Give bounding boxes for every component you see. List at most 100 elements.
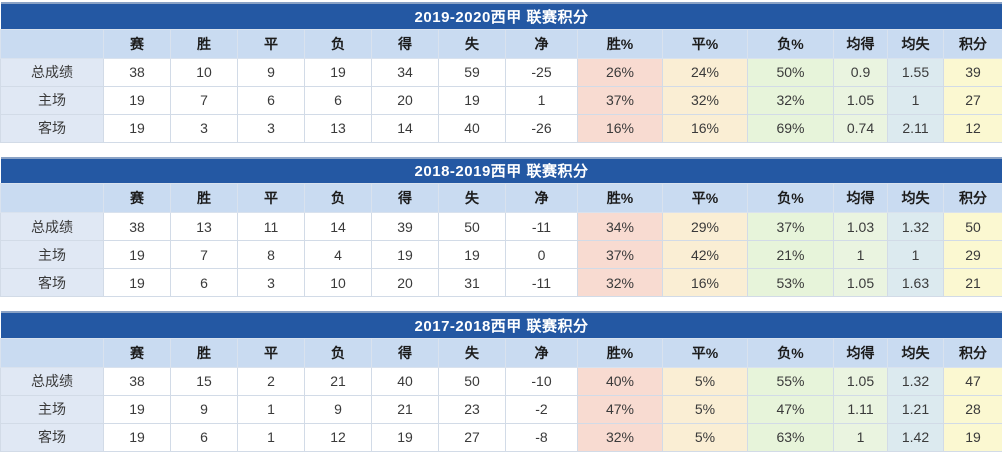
cell-col-draws: 11 <box>238 213 305 241</box>
header-col-points: 积分 <box>944 184 1002 213</box>
header-col-losses: 负 <box>305 338 372 367</box>
cell-col-points: 28 <box>944 395 1002 423</box>
cell-col-matches: 19 <box>104 241 171 269</box>
cell-col-points: 27 <box>944 86 1002 114</box>
cell-col-loss-pct: 47% <box>748 395 834 423</box>
cell-col-avg-for: 1 <box>834 423 888 451</box>
cell-col-goal-diff: -10 <box>506 367 578 395</box>
header-col-goals-against: 失 <box>439 338 506 367</box>
cell-col-wins: 7 <box>171 86 238 114</box>
cell-col-win-pct: 16% <box>578 114 663 142</box>
cell-col-goals-for: 20 <box>372 269 439 297</box>
cell-col-wins: 6 <box>171 269 238 297</box>
header-col-points: 积分 <box>944 338 1002 367</box>
cell-col-points: 47 <box>944 367 1002 395</box>
cell-col-avg-against: 1.32 <box>888 367 944 395</box>
cell-col-goal-diff: -2 <box>506 395 578 423</box>
table-title: 2018-2019西甲 联赛积分 <box>1 158 1002 184</box>
table-title: 2017-2018西甲 联赛积分 <box>1 312 1002 338</box>
header-col-draw-pct: 平% <box>663 29 748 58</box>
cell-col-loss-pct: 32% <box>748 86 834 114</box>
cell-col-avg-for: 1.05 <box>834 269 888 297</box>
cell-col-avg-against: 1.55 <box>888 58 944 86</box>
header-col-losses: 负 <box>305 29 372 58</box>
column-header-row: 赛胜平负得失净胜%平%负%均得均失积分 <box>1 338 1002 367</box>
cell-col-draw-pct: 42% <box>663 241 748 269</box>
cell-col-goal-diff: -11 <box>506 269 578 297</box>
cell-col-goals-for: 34 <box>372 58 439 86</box>
row-label: 主场 <box>1 395 104 423</box>
cell-col-goal-diff: -26 <box>506 114 578 142</box>
cell-col-avg-against: 1 <box>888 241 944 269</box>
cell-col-losses: 12 <box>305 423 372 451</box>
table-title: 2019-2020西甲 联赛积分 <box>1 3 1002 29</box>
cell-col-win-pct: 26% <box>578 58 663 86</box>
column-header-row: 赛胜平负得失净胜%平%负%均得均失积分 <box>1 29 1002 58</box>
cell-col-loss-pct: 53% <box>748 269 834 297</box>
cell-col-goals-against: 50 <box>439 213 506 241</box>
cell-col-wins: 15 <box>171 367 238 395</box>
cell-col-losses: 10 <box>305 269 372 297</box>
cell-col-points: 12 <box>944 114 1002 142</box>
cell-col-matches: 19 <box>104 395 171 423</box>
cell-col-avg-for: 1.03 <box>834 213 888 241</box>
cell-col-points: 39 <box>944 58 1002 86</box>
cell-col-matches: 38 <box>104 367 171 395</box>
row-label: 总成绩 <box>1 58 104 86</box>
row-label: 客场 <box>1 269 104 297</box>
cell-col-points: 21 <box>944 269 1002 297</box>
cell-col-draws: 2 <box>238 367 305 395</box>
cell-col-loss-pct: 37% <box>748 213 834 241</box>
cell-col-win-pct: 32% <box>578 269 663 297</box>
row-label: 主场 <box>1 241 104 269</box>
cell-col-win-pct: 40% <box>578 367 663 395</box>
header-col-goals-for: 得 <box>372 338 439 367</box>
cell-col-draw-pct: 32% <box>663 86 748 114</box>
cell-col-goal-diff: -8 <box>506 423 578 451</box>
cell-col-goals-for: 40 <box>372 367 439 395</box>
header-row-label <box>1 184 104 213</box>
cell-col-wins: 6 <box>171 423 238 451</box>
cell-col-goals-for: 19 <box>372 241 439 269</box>
cell-col-wins: 13 <box>171 213 238 241</box>
cell-col-goal-diff: 0 <box>506 241 578 269</box>
cell-col-win-pct: 34% <box>578 213 663 241</box>
header-col-avg-against: 均失 <box>888 29 944 58</box>
header-col-loss-pct: 负% <box>748 338 834 367</box>
cell-col-draw-pct: 29% <box>663 213 748 241</box>
row-label: 主场 <box>1 86 104 114</box>
cell-col-win-pct: 47% <box>578 395 663 423</box>
header-col-draws: 平 <box>238 29 305 58</box>
header-col-goals-against: 失 <box>439 184 506 213</box>
cell-col-points: 50 <box>944 213 1002 241</box>
cell-col-avg-for: 1 <box>834 241 888 269</box>
header-col-goals-for: 得 <box>372 29 439 58</box>
cell-col-draws: 8 <box>238 241 305 269</box>
cell-col-avg-for: 1.11 <box>834 395 888 423</box>
cell-col-draws: 9 <box>238 58 305 86</box>
cell-col-avg-for: 0.74 <box>834 114 888 142</box>
cell-col-avg-against: 1.63 <box>888 269 944 297</box>
cell-col-goals-for: 20 <box>372 86 439 114</box>
cell-col-goal-diff: -25 <box>506 58 578 86</box>
cell-col-losses: 21 <box>305 367 372 395</box>
header-col-draw-pct: 平% <box>663 338 748 367</box>
header-row-label <box>1 338 104 367</box>
header-col-matches: 赛 <box>104 184 171 213</box>
cell-col-loss-pct: 55% <box>748 367 834 395</box>
cell-col-draws: 6 <box>238 86 305 114</box>
cell-col-win-pct: 32% <box>578 423 663 451</box>
cell-col-avg-against: 1.32 <box>888 213 944 241</box>
header-col-avg-for: 均得 <box>834 29 888 58</box>
header-col-losses: 负 <box>305 184 372 213</box>
header-col-goal-diff: 净 <box>506 29 578 58</box>
cell-col-matches: 19 <box>104 86 171 114</box>
header-col-wins: 胜 <box>171 338 238 367</box>
cell-col-losses: 13 <box>305 114 372 142</box>
cell-col-draw-pct: 5% <box>663 367 748 395</box>
